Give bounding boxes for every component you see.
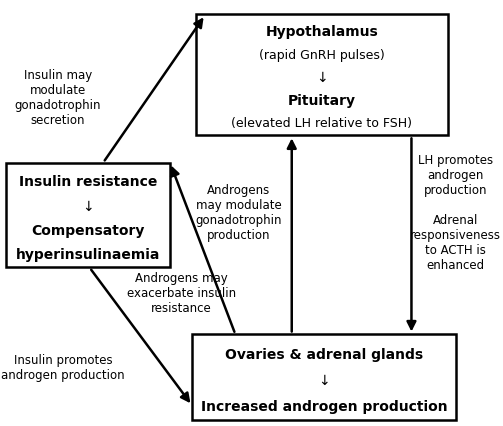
Text: Insulin may
modulate
gonadotrophin
secretion: Insulin may modulate gonadotrophin secre… (15, 69, 101, 127)
Text: Androgens
may modulate
gonadotrophin
production: Androgens may modulate gonadotrophin pro… (196, 184, 282, 242)
Text: Pituitary: Pituitary (288, 94, 356, 108)
Text: (rapid GnRH pulses): (rapid GnRH pulses) (259, 49, 385, 62)
Text: ↓: ↓ (318, 374, 330, 388)
FancyBboxPatch shape (192, 334, 456, 420)
Text: ↓: ↓ (316, 71, 328, 85)
Text: LH promotes
androgen
production

Adrenal
responsiveness
to ACTH is
enhanced: LH promotes androgen production Adrenal … (410, 154, 500, 272)
Text: Androgens may
exacerbate insulin
resistance: Androgens may exacerbate insulin resista… (127, 273, 235, 315)
Text: Hypothalamus: Hypothalamus (266, 25, 378, 39)
FancyBboxPatch shape (196, 14, 448, 135)
Text: Insulin resistance: Insulin resistance (19, 176, 157, 190)
Text: Ovaries & adrenal glands: Ovaries & adrenal glands (225, 348, 424, 362)
Text: hyperinsulinaemia: hyperinsulinaemia (16, 248, 160, 262)
Text: Compensatory: Compensatory (31, 224, 145, 238)
Text: ↓: ↓ (82, 200, 94, 213)
FancyBboxPatch shape (6, 163, 170, 268)
Text: (elevated LH relative to FSH): (elevated LH relative to FSH) (231, 117, 412, 130)
Text: Increased androgen production: Increased androgen production (201, 400, 448, 414)
Text: Insulin promotes
androgen production: Insulin promotes androgen production (1, 354, 125, 383)
